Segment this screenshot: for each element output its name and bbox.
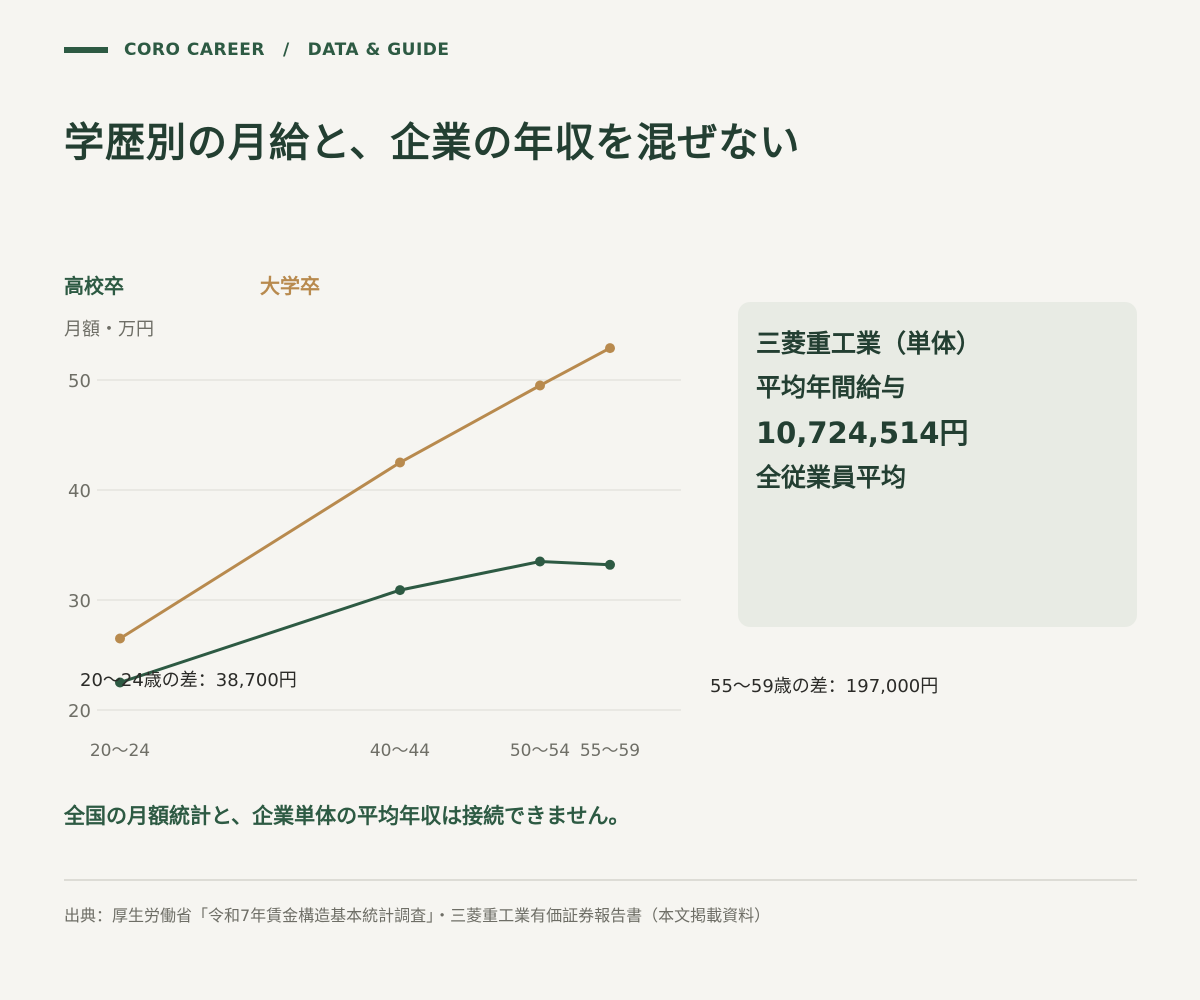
x-tick-label: 50～54 <box>510 741 570 761</box>
footer-divider <box>64 879 1137 881</box>
conclusion-text: 全国の月額統計と、企業単体の平均年収は接続できません。 <box>64 800 630 830</box>
gap-note-young: 20～24歳の差：38,700円 <box>80 666 297 692</box>
data-point-s1-1 <box>395 458 405 468</box>
x-tick-label: 40～44 <box>370 741 430 761</box>
y-tick-label: 50 <box>68 371 91 392</box>
data-point-s0-1 <box>395 585 405 595</box>
y-tick-label: 30 <box>68 591 91 612</box>
data-point-s1-2 <box>535 381 545 391</box>
data-point-s1-3 <box>605 343 615 353</box>
card-metric-label: 平均年間給与 <box>756 366 1119 410</box>
card-metric-value: 10,724,514円 <box>756 410 1119 456</box>
data-point-s0-2 <box>535 557 545 567</box>
data-point-s0-3 <box>605 560 615 570</box>
y-tick-label: 20 <box>68 701 91 722</box>
series-line-1 <box>120 348 610 638</box>
card-company-name: 三菱重工業（単体） <box>756 322 1119 366</box>
data-point-s1-0 <box>115 634 125 644</box>
source-citation: 出典：厚生労働省「令和7年賃金構造基本統計調査」・三菱重工業有価証券報告書（本文… <box>64 902 770 926</box>
series-line-0 <box>120 562 610 683</box>
gap-note-senior: 55～59歳の差：197,000円 <box>710 672 938 698</box>
card-metric-scope: 全従業員平均 <box>756 456 1119 500</box>
x-tick-label: 20～24 <box>90 741 150 761</box>
x-tick-label: 55～59 <box>580 741 640 761</box>
company-salary-card: 三菱重工業（単体） 平均年間給与 10,724,514円 全従業員平均 <box>738 302 1137 627</box>
y-tick-label: 40 <box>68 481 91 502</box>
